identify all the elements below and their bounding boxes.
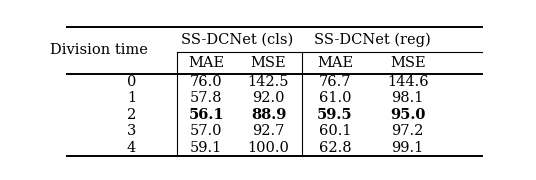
Text: MSE: MSE	[251, 56, 286, 70]
Text: 99.1: 99.1	[391, 141, 424, 155]
Text: 76.7: 76.7	[319, 75, 351, 89]
Text: MAE: MAE	[188, 56, 224, 70]
Text: 59.5: 59.5	[317, 108, 353, 122]
Text: 100.0: 100.0	[248, 141, 289, 155]
Text: SS-DCNet (cls): SS-DCNet (cls)	[181, 32, 293, 46]
Text: 1: 1	[127, 91, 136, 105]
Text: 92.7: 92.7	[252, 124, 285, 138]
Text: 144.6: 144.6	[387, 75, 428, 89]
Text: MSE: MSE	[390, 56, 426, 70]
Text: 62.8: 62.8	[318, 141, 351, 155]
Text: 98.1: 98.1	[391, 91, 424, 105]
Text: 56.1: 56.1	[188, 108, 224, 122]
Text: MAE: MAE	[317, 56, 353, 70]
Text: 3: 3	[126, 124, 136, 138]
Text: 2: 2	[126, 108, 136, 122]
Text: 57.8: 57.8	[190, 91, 222, 105]
Text: 61.0: 61.0	[319, 91, 351, 105]
Text: 0: 0	[126, 75, 136, 89]
Text: 97.2: 97.2	[391, 124, 424, 138]
Text: 92.0: 92.0	[252, 91, 285, 105]
Text: SS-DCNet (reg): SS-DCNet (reg)	[314, 32, 431, 47]
Text: 88.9: 88.9	[251, 108, 286, 122]
Text: 60.1: 60.1	[319, 124, 351, 138]
Text: 95.0: 95.0	[390, 108, 425, 122]
Text: 57.0: 57.0	[190, 124, 222, 138]
Text: 142.5: 142.5	[248, 75, 289, 89]
Text: 4: 4	[126, 141, 136, 155]
Text: 59.1: 59.1	[190, 141, 222, 155]
Text: Division time: Division time	[50, 43, 148, 57]
Text: 76.0: 76.0	[190, 75, 222, 89]
